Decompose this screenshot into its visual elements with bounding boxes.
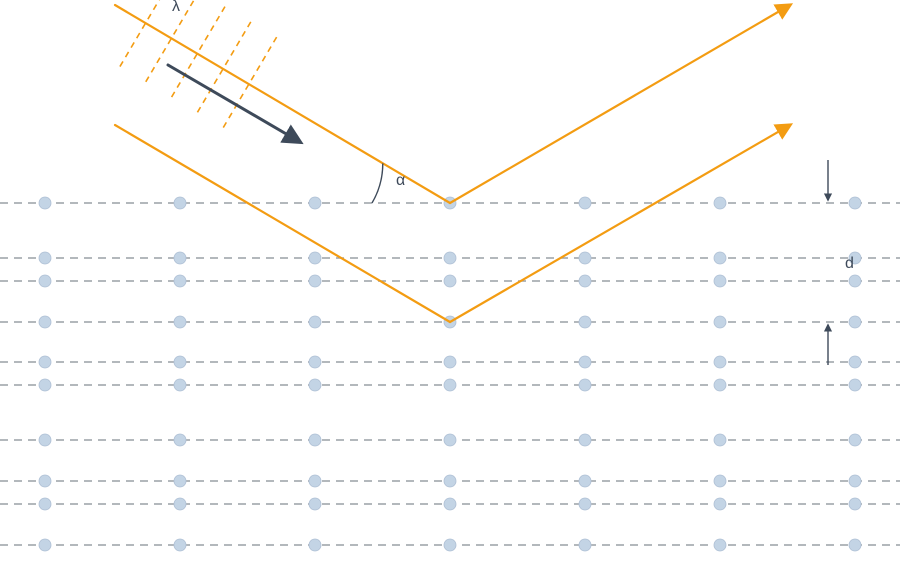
atom bbox=[39, 197, 51, 209]
atom bbox=[579, 379, 591, 391]
atom bbox=[714, 197, 726, 209]
atom bbox=[714, 498, 726, 510]
atom bbox=[579, 356, 591, 368]
atom bbox=[714, 275, 726, 287]
atom bbox=[444, 539, 456, 551]
atom bbox=[444, 275, 456, 287]
atom bbox=[849, 316, 861, 328]
atom bbox=[849, 434, 861, 446]
atom bbox=[849, 356, 861, 368]
atom bbox=[849, 275, 861, 287]
atom bbox=[444, 475, 456, 487]
atom bbox=[849, 498, 861, 510]
atom bbox=[174, 434, 186, 446]
wavefront-line bbox=[195, 22, 251, 117]
atom bbox=[174, 316, 186, 328]
atom bbox=[174, 356, 186, 368]
atom bbox=[849, 379, 861, 391]
atom bbox=[39, 356, 51, 368]
atom bbox=[579, 275, 591, 287]
atom bbox=[39, 434, 51, 446]
atom bbox=[39, 539, 51, 551]
atom bbox=[444, 434, 456, 446]
atoms bbox=[39, 197, 861, 551]
atom bbox=[309, 197, 321, 209]
ray bbox=[115, 125, 450, 322]
atom bbox=[174, 197, 186, 209]
atom bbox=[309, 539, 321, 551]
atom bbox=[39, 475, 51, 487]
atom bbox=[714, 316, 726, 328]
atom bbox=[579, 316, 591, 328]
atom bbox=[579, 539, 591, 551]
atom bbox=[579, 475, 591, 487]
atom bbox=[579, 498, 591, 510]
atom bbox=[39, 252, 51, 264]
atom bbox=[309, 434, 321, 446]
wavefront-line bbox=[169, 7, 225, 102]
atom bbox=[309, 275, 321, 287]
atom bbox=[174, 498, 186, 510]
atom bbox=[849, 539, 861, 551]
atom bbox=[174, 252, 186, 264]
atom bbox=[444, 356, 456, 368]
atom bbox=[39, 498, 51, 510]
atom bbox=[309, 475, 321, 487]
atom bbox=[579, 252, 591, 264]
atom bbox=[174, 539, 186, 551]
atom bbox=[309, 316, 321, 328]
lambda-label: λ bbox=[172, 0, 180, 15]
d-label: d bbox=[845, 255, 854, 272]
atom bbox=[309, 252, 321, 264]
atom bbox=[174, 379, 186, 391]
atom bbox=[309, 379, 321, 391]
atom bbox=[39, 316, 51, 328]
atom bbox=[444, 498, 456, 510]
atom bbox=[39, 275, 51, 287]
atom bbox=[579, 197, 591, 209]
atom bbox=[714, 252, 726, 264]
atom bbox=[714, 539, 726, 551]
atom bbox=[714, 356, 726, 368]
atom bbox=[714, 434, 726, 446]
atom bbox=[849, 197, 861, 209]
atom bbox=[309, 356, 321, 368]
atom bbox=[309, 498, 321, 510]
alpha-label: α bbox=[396, 172, 405, 189]
atom bbox=[174, 275, 186, 287]
ray bbox=[450, 125, 790, 322]
atom bbox=[444, 252, 456, 264]
atom bbox=[444, 379, 456, 391]
atom bbox=[39, 379, 51, 391]
atom bbox=[579, 434, 591, 446]
ray bbox=[450, 5, 790, 203]
angle-arc bbox=[372, 163, 383, 203]
atom bbox=[714, 475, 726, 487]
atom bbox=[174, 475, 186, 487]
rays bbox=[115, 5, 790, 322]
wavefront-line bbox=[221, 37, 277, 132]
atom bbox=[714, 379, 726, 391]
atom bbox=[849, 475, 861, 487]
